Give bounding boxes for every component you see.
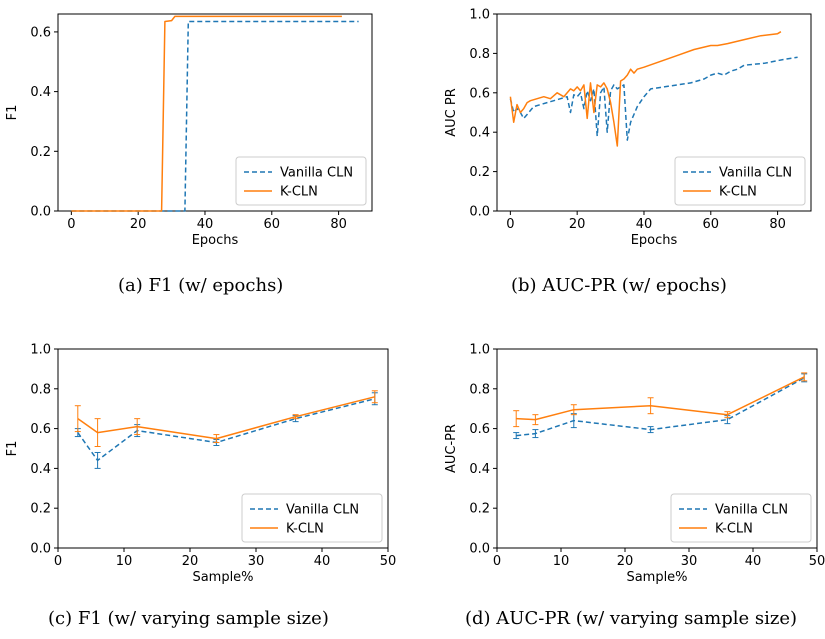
x-tick-label: 40 [197, 217, 214, 232]
legend-label: Vanilla CLN [286, 503, 359, 518]
y-tick-label: 1.0 [30, 343, 51, 358]
x-tick-label: 20 [569, 217, 586, 232]
y-tick-label: 0.8 [469, 47, 490, 62]
y-tick-label: 0.4 [469, 126, 490, 141]
legend-label: K-CLN [715, 522, 753, 537]
x-tick-label: 10 [553, 554, 570, 569]
x-tick-label: 80 [769, 217, 786, 232]
x-tick-label: 40 [745, 554, 762, 569]
y-axis-label: AUC PR [444, 88, 459, 137]
y-tick-label: 0.0 [469, 205, 490, 220]
x-tick-label: 50 [809, 554, 825, 569]
y-tick-label: 0.2 [30, 145, 51, 160]
y-tick-label: 0.6 [30, 422, 51, 437]
caption-c: (c) F1 (w/ varying sample size) [48, 608, 329, 629]
y-tick-label: 0.2 [30, 502, 51, 517]
chart-panel-1: 0 20 40 60 80 0.0 0.2 0.4 0.6 0.8 1.0 Epochs AUC PR V… [444, 8, 812, 248]
x-tick-label: 10 [116, 554, 133, 569]
legend-box [670, 493, 812, 543]
legend-box [674, 156, 806, 206]
series-line-k-cln [516, 376, 805, 421]
y-axis-label: F1 [5, 105, 20, 121]
x-axis-label: Epochs [192, 233, 239, 248]
y-tick-label: 0.0 [30, 205, 51, 220]
x-tick-label: 40 [636, 217, 653, 232]
legend-box [235, 156, 367, 206]
x-tick-label: 0 [54, 554, 62, 569]
y-tick-label: 0.8 [30, 382, 51, 397]
x-tick-label: 30 [681, 554, 698, 569]
caption-d: (d) AUC-PR (w/ varying sample size) [465, 608, 798, 629]
x-tick-label: 30 [248, 554, 265, 569]
caption-a: (a) F1 (w/ epochs) [118, 275, 284, 296]
y-tick-label: 0.2 [469, 502, 490, 517]
y-tick-label: 0.4 [469, 462, 490, 477]
series-line-vanilla-cln [509, 56, 798, 141]
legend-label: Vanilla CLN [719, 166, 792, 181]
series-line-vanilla-cln [77, 398, 375, 462]
x-tick-label: 60 [703, 217, 720, 232]
chart-panel-0: 0 20 40 60 80 0.0 0.2 0.4 0.6 Epochs F1 Vanilla CLN… [5, 13, 373, 248]
y-axis-label: AUC-PR [444, 424, 459, 473]
chart-panel-2: 0 10 20 30 40 50 0.0 0.2 0.4 0.6 0.8 1.0 Sample% F1 Va… [5, 343, 396, 586]
y-tick-label: 0.6 [469, 422, 490, 437]
legend-label: Vanilla CLN [715, 503, 788, 518]
x-axis-label: Sample% [192, 570, 253, 585]
x-tick-label: 0 [493, 554, 501, 569]
x-tick-label: 0 [506, 217, 514, 232]
x-tick-label: 20 [130, 217, 147, 232]
y-tick-label: 0.0 [30, 542, 51, 557]
legend-label: Vanilla CLN [280, 166, 353, 181]
x-tick-label: 20 [617, 554, 634, 569]
caption-b: (b) AUC-PR (w/ epochs) [511, 275, 727, 296]
x-tick-label: 60 [264, 217, 281, 232]
legend-label: K-CLN [286, 522, 324, 537]
y-tick-label: 1.0 [469, 8, 490, 23]
x-tick-label: 0 [67, 217, 75, 232]
axes-frame [496, 348, 818, 549]
series-line-k-cln [77, 396, 375, 440]
y-tick-label: 0.4 [30, 85, 51, 100]
y-tick-label: 0.0 [469, 542, 490, 557]
legend-label: K-CLN [280, 185, 318, 200]
series-line-vanilla-cln [516, 377, 805, 437]
axes-frame [57, 13, 373, 212]
axes-frame [57, 348, 389, 549]
x-axis-label: Epochs [631, 233, 678, 248]
y-tick-label: 0.6 [30, 25, 51, 40]
x-tick-label: 50 [380, 554, 397, 569]
chart-panel-3: 0 10 20 30 40 50 0.0 0.2 0.4 0.6 0.8 1.0 Sample% AUC-… [444, 343, 825, 586]
y-tick-label: 0.2 [469, 165, 490, 180]
series-line-k-cln [71, 15, 342, 212]
x-axis-label: Sample% [626, 570, 687, 585]
x-tick-label: 40 [314, 554, 331, 569]
y-axis-label: F1 [5, 441, 20, 457]
x-tick-label: 80 [330, 217, 347, 232]
legend-label: K-CLN [719, 185, 757, 200]
x-tick-label: 20 [182, 554, 199, 569]
y-tick-label: 1.0 [469, 343, 490, 358]
y-tick-label: 0.4 [30, 462, 51, 477]
y-tick-label: 0.8 [469, 382, 490, 397]
y-tick-label: 0.6 [469, 86, 490, 101]
series-line-k-cln [509, 31, 782, 147]
legend-box [241, 493, 383, 543]
axes-frame [496, 13, 812, 212]
